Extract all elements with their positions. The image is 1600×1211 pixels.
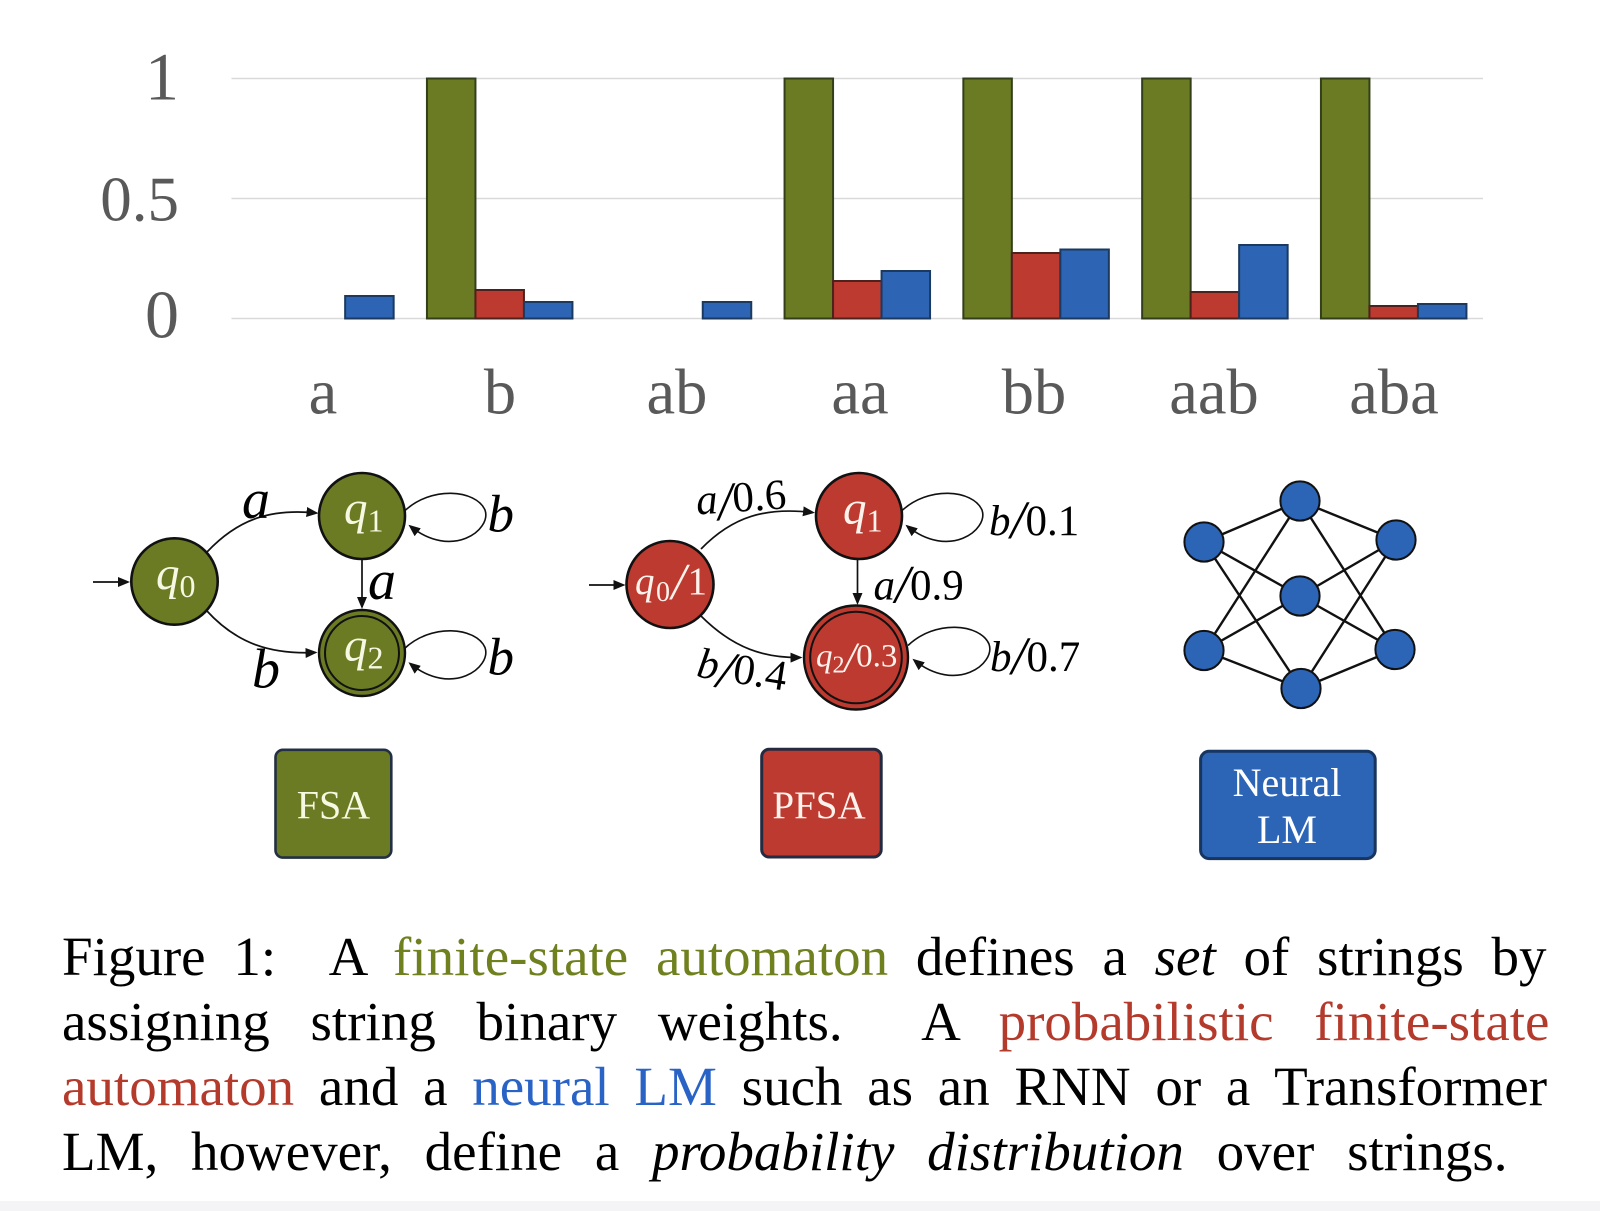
svg-text:PFSA: PFSA: [772, 784, 865, 827]
svg-text:0: 0: [145, 277, 179, 353]
svg-text:q2/0.3: q2/0.3: [816, 636, 897, 682]
svg-text:b/0.1: b/0.1: [989, 490, 1079, 550]
svg-text:q1: q1: [344, 483, 384, 539]
svg-text:aa: aa: [831, 357, 888, 428]
svg-text:aab: aab: [1169, 357, 1259, 428]
svg-text:b: b: [488, 629, 515, 687]
svg-text:1: 1: [145, 39, 179, 115]
svg-text:b: b: [252, 639, 280, 701]
svg-text:b: b: [484, 357, 516, 428]
svg-text:a/0.9: a/0.9: [874, 555, 964, 615]
svg-text:b/0.7: b/0.7: [990, 626, 1080, 686]
svg-text:b: b: [488, 486, 515, 544]
svg-text:a: a: [368, 550, 396, 612]
svg-text:a: a: [309, 357, 338, 428]
svg-text:bb: bb: [1002, 357, 1067, 428]
svg-text:b/0.4: b/0.4: [693, 636, 792, 709]
svg-text:0.5: 0.5: [100, 165, 179, 235]
svg-text:FSA: FSA: [297, 783, 370, 828]
svg-text:ab: ab: [647, 357, 708, 428]
svg-text:q0/1: q0/1: [635, 554, 708, 611]
svg-text:aba: aba: [1349, 357, 1439, 428]
svg-text:a: a: [242, 469, 270, 531]
svg-text:LM: LM: [1257, 807, 1317, 852]
svg-text:Neural: Neural: [1233, 760, 1342, 805]
svg-text:a/0.6: a/0.6: [694, 467, 788, 533]
